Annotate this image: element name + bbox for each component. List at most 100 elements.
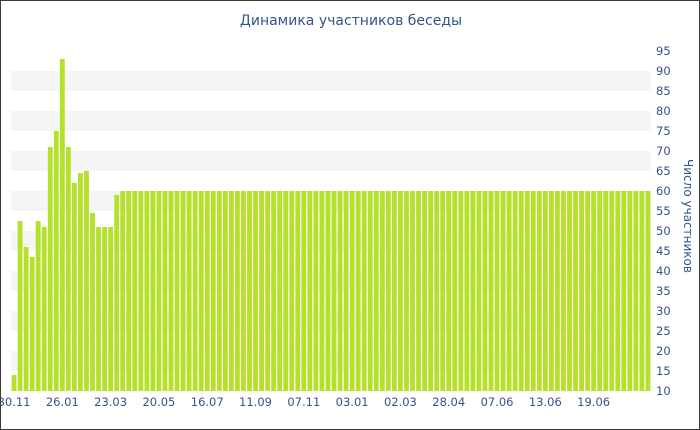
bar	[138, 191, 144, 391]
y-tick-label: 95	[656, 44, 671, 58]
x-tick-label: 28.04	[432, 395, 465, 409]
bar	[349, 191, 355, 391]
bar	[434, 191, 440, 391]
bar	[198, 191, 204, 391]
bar	[591, 191, 597, 391]
bar	[301, 191, 307, 391]
bar	[35, 221, 41, 391]
y-tick-label: 15	[656, 364, 671, 378]
bar	[192, 191, 198, 391]
bar	[65, 147, 71, 391]
bar	[500, 191, 506, 391]
bar	[168, 191, 174, 391]
bar	[204, 191, 210, 391]
bar	[295, 191, 301, 391]
bar	[555, 191, 560, 391]
bar	[488, 191, 494, 391]
bar	[561, 191, 566, 391]
bar	[446, 191, 452, 391]
bar	[210, 191, 216, 391]
bar	[47, 147, 53, 391]
bar	[530, 191, 536, 391]
x-tick-label: 26.01	[46, 395, 79, 409]
bar	[573, 191, 578, 391]
bar	[452, 191, 458, 391]
bar	[410, 191, 415, 391]
bar	[259, 191, 264, 391]
bar	[253, 191, 258, 391]
bar	[627, 191, 633, 391]
grid-band	[11, 71, 651, 91]
bar	[41, 227, 47, 391]
chart-title: Динамика участников беседы	[239, 13, 463, 29]
bar	[331, 191, 337, 391]
y-tick-label: 20	[656, 344, 671, 358]
bar	[325, 191, 331, 391]
bar	[603, 191, 609, 391]
bar	[277, 191, 283, 391]
bar	[216, 191, 222, 391]
bar	[361, 191, 367, 391]
bar	[120, 191, 126, 391]
bar	[144, 191, 150, 391]
y-tick-label: 25	[656, 324, 671, 338]
bar	[367, 191, 373, 391]
bar	[458, 191, 464, 391]
x-tick-label: 30.11	[1, 395, 30, 409]
y-tick-label: 50	[656, 224, 671, 238]
bar	[247, 191, 252, 391]
bar	[307, 191, 313, 391]
bar	[283, 191, 289, 391]
bar	[313, 191, 319, 391]
bar	[536, 191, 542, 391]
bar	[422, 191, 427, 391]
bar	[476, 191, 482, 391]
bar	[319, 191, 325, 391]
bar	[548, 191, 554, 391]
bar	[108, 227, 114, 391]
x-tick-label: 02.03	[384, 395, 417, 409]
x-tick-label: 19.06	[577, 395, 610, 409]
bar	[524, 191, 530, 391]
x-axis-ticks: 30.11 26.01 23.03 20.05 16.07 11.09 07.11 03.01…	[1, 395, 610, 409]
y-tick-label: 65	[656, 164, 671, 178]
x-tick-label: 07.11	[287, 395, 320, 409]
bar	[186, 191, 192, 391]
bar	[639, 191, 645, 391]
bar	[482, 191, 488, 391]
bar	[150, 191, 156, 391]
bar	[609, 191, 615, 391]
bar	[132, 191, 138, 391]
y-axis-title: Число участников	[681, 159, 695, 273]
bar	[265, 191, 271, 391]
y-tick-label: 10	[656, 384, 671, 398]
bar	[597, 191, 603, 391]
bar	[96, 227, 101, 391]
bar	[355, 191, 361, 391]
bar	[271, 191, 277, 391]
bar	[404, 191, 409, 391]
bar	[379, 191, 385, 391]
bar	[241, 191, 246, 391]
x-tick-label: 11.09	[239, 395, 272, 409]
x-tick-label: 13.06	[529, 395, 562, 409]
bar	[542, 191, 548, 391]
bar	[385, 191, 391, 391]
bar	[162, 191, 168, 391]
bar	[494, 191, 500, 391]
bar	[416, 191, 421, 391]
bar	[615, 191, 621, 391]
y-tick-label: 45	[656, 244, 671, 258]
bar	[621, 191, 627, 391]
bar	[512, 191, 518, 391]
x-tick-label: 20.05	[142, 395, 175, 409]
bar	[180, 191, 186, 391]
bar	[428, 191, 434, 391]
bar	[102, 227, 107, 391]
bar	[567, 191, 572, 391]
bar	[90, 213, 95, 391]
bar	[114, 195, 120, 391]
y-tick-label: 35	[656, 284, 671, 298]
bar	[506, 191, 512, 391]
